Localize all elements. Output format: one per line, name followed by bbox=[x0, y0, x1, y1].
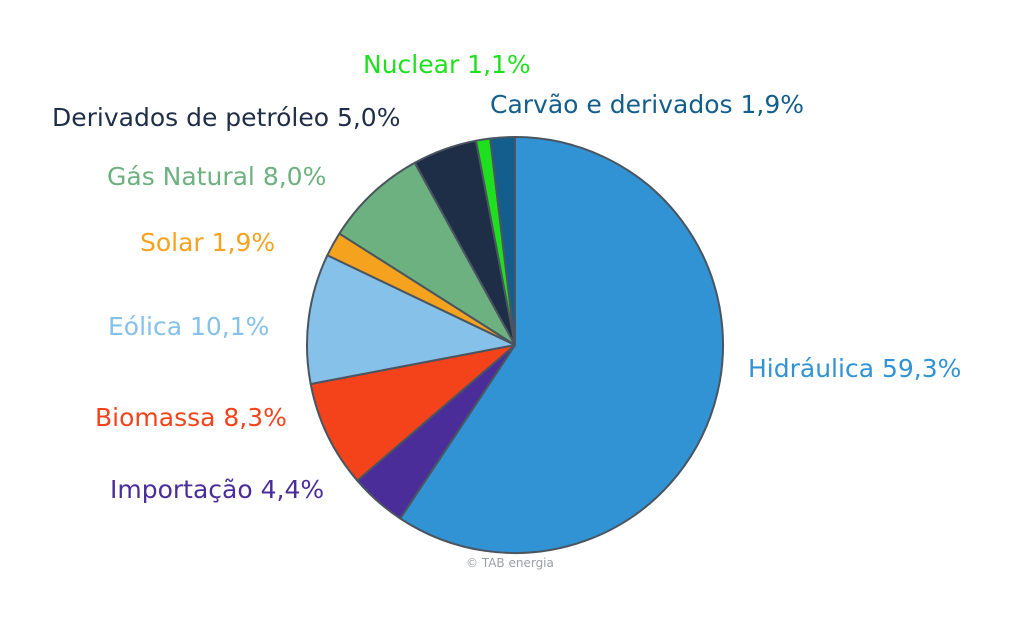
label-eolica: Eólica 10,1% bbox=[108, 312, 269, 341]
slice-gas-natural bbox=[338, 161, 516, 346]
pie-slices bbox=[306, 136, 724, 554]
label-hidraulica: Hidráulica 59,3% bbox=[748, 354, 961, 383]
label-nuclear: Nuclear 1,1% bbox=[363, 50, 531, 79]
label-importacao: Importação 4,4% bbox=[110, 475, 324, 504]
slice-carvao bbox=[489, 136, 516, 346]
label-solar: Solar 1,9% bbox=[140, 228, 275, 257]
label-gas-natural: Gás Natural 8,0% bbox=[107, 162, 326, 191]
slice-labels: Hidráulica 59,3% Importação 4,4% Biomass… bbox=[52, 50, 961, 504]
slice-biomassa bbox=[309, 344, 516, 482]
credit-text: © TAB energia bbox=[466, 556, 554, 570]
label-biomassa: Biomassa 8,3% bbox=[95, 403, 287, 432]
slice-hidraulica bbox=[399, 136, 724, 554]
slice-eolica bbox=[306, 254, 516, 385]
label-derivados-petroleo: Derivados de petróleo 5,0% bbox=[52, 103, 400, 132]
label-carvao: Carvão e derivados 1,9% bbox=[490, 90, 804, 119]
